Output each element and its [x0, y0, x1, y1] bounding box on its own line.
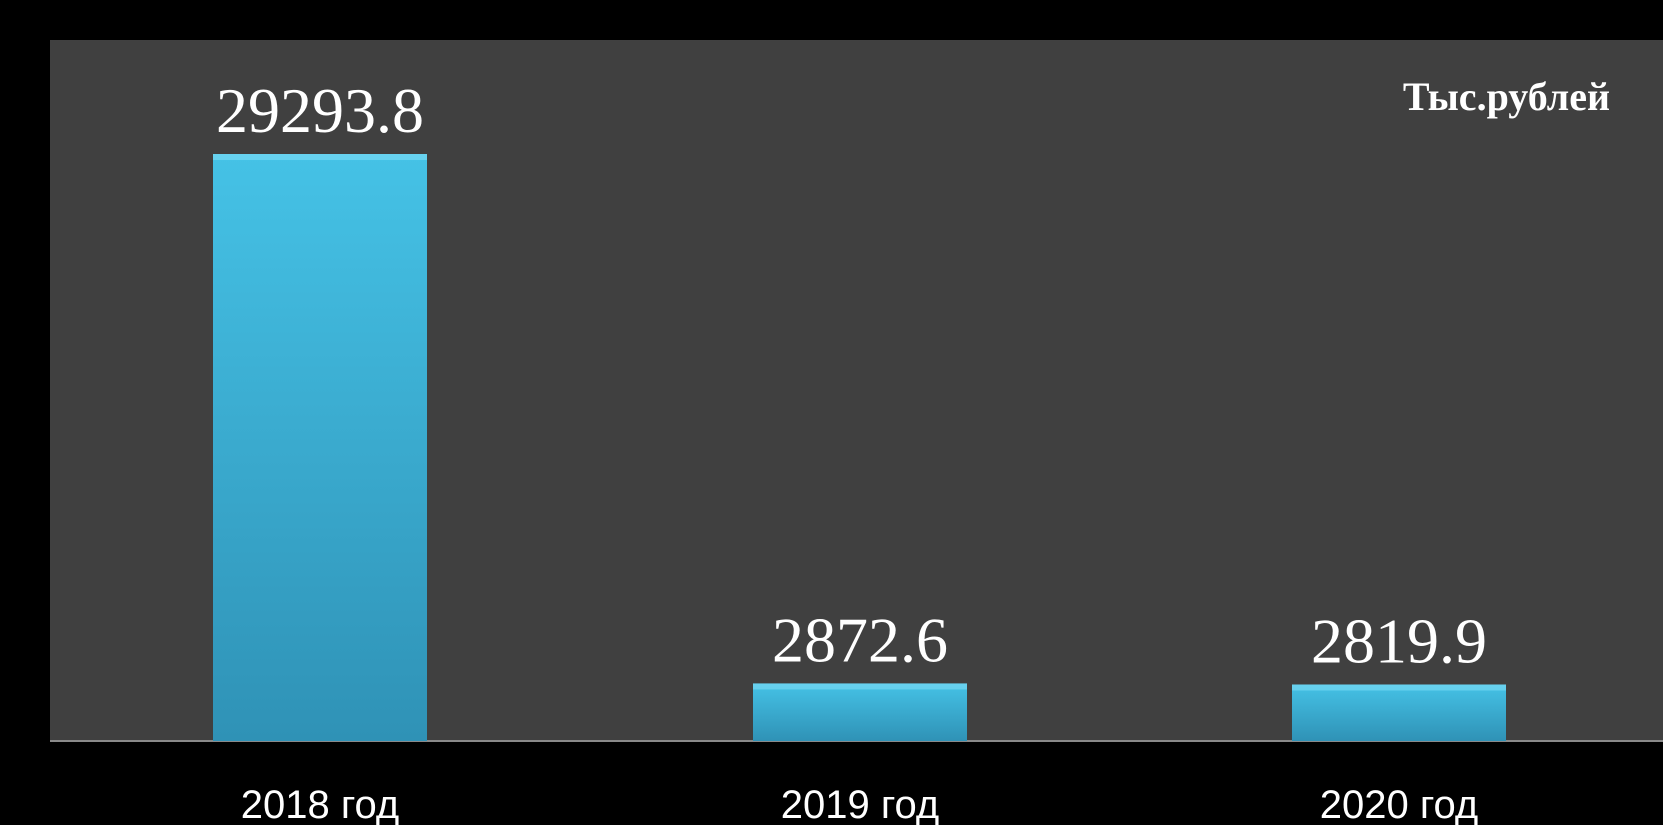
category-label-1: 2019 год: [781, 783, 940, 825]
value-label-0: 29293.8: [216, 75, 424, 146]
bar-highlight-1: [753, 683, 967, 690]
bar-0: [213, 154, 427, 741]
bar-highlight-0: [213, 154, 427, 160]
category-labels: 2018 год 2019 год 2020 год: [241, 783, 1479, 825]
bar-highlight-2: [1292, 684, 1506, 691]
value-label-1: 2872.6: [772, 604, 948, 675]
value-labels: 29293.8 2872.6 2819.9: [216, 75, 1487, 676]
bar-1: [753, 683, 967, 741]
category-label-0: 2018 год: [241, 783, 400, 825]
bar-series: [213, 154, 1506, 741]
category-label-2: 2020 год: [1320, 783, 1479, 825]
unit-label: Тыс.рублей: [1403, 74, 1610, 119]
value-label-2: 2819.9: [1311, 605, 1487, 676]
bar-2: [1292, 684, 1506, 741]
